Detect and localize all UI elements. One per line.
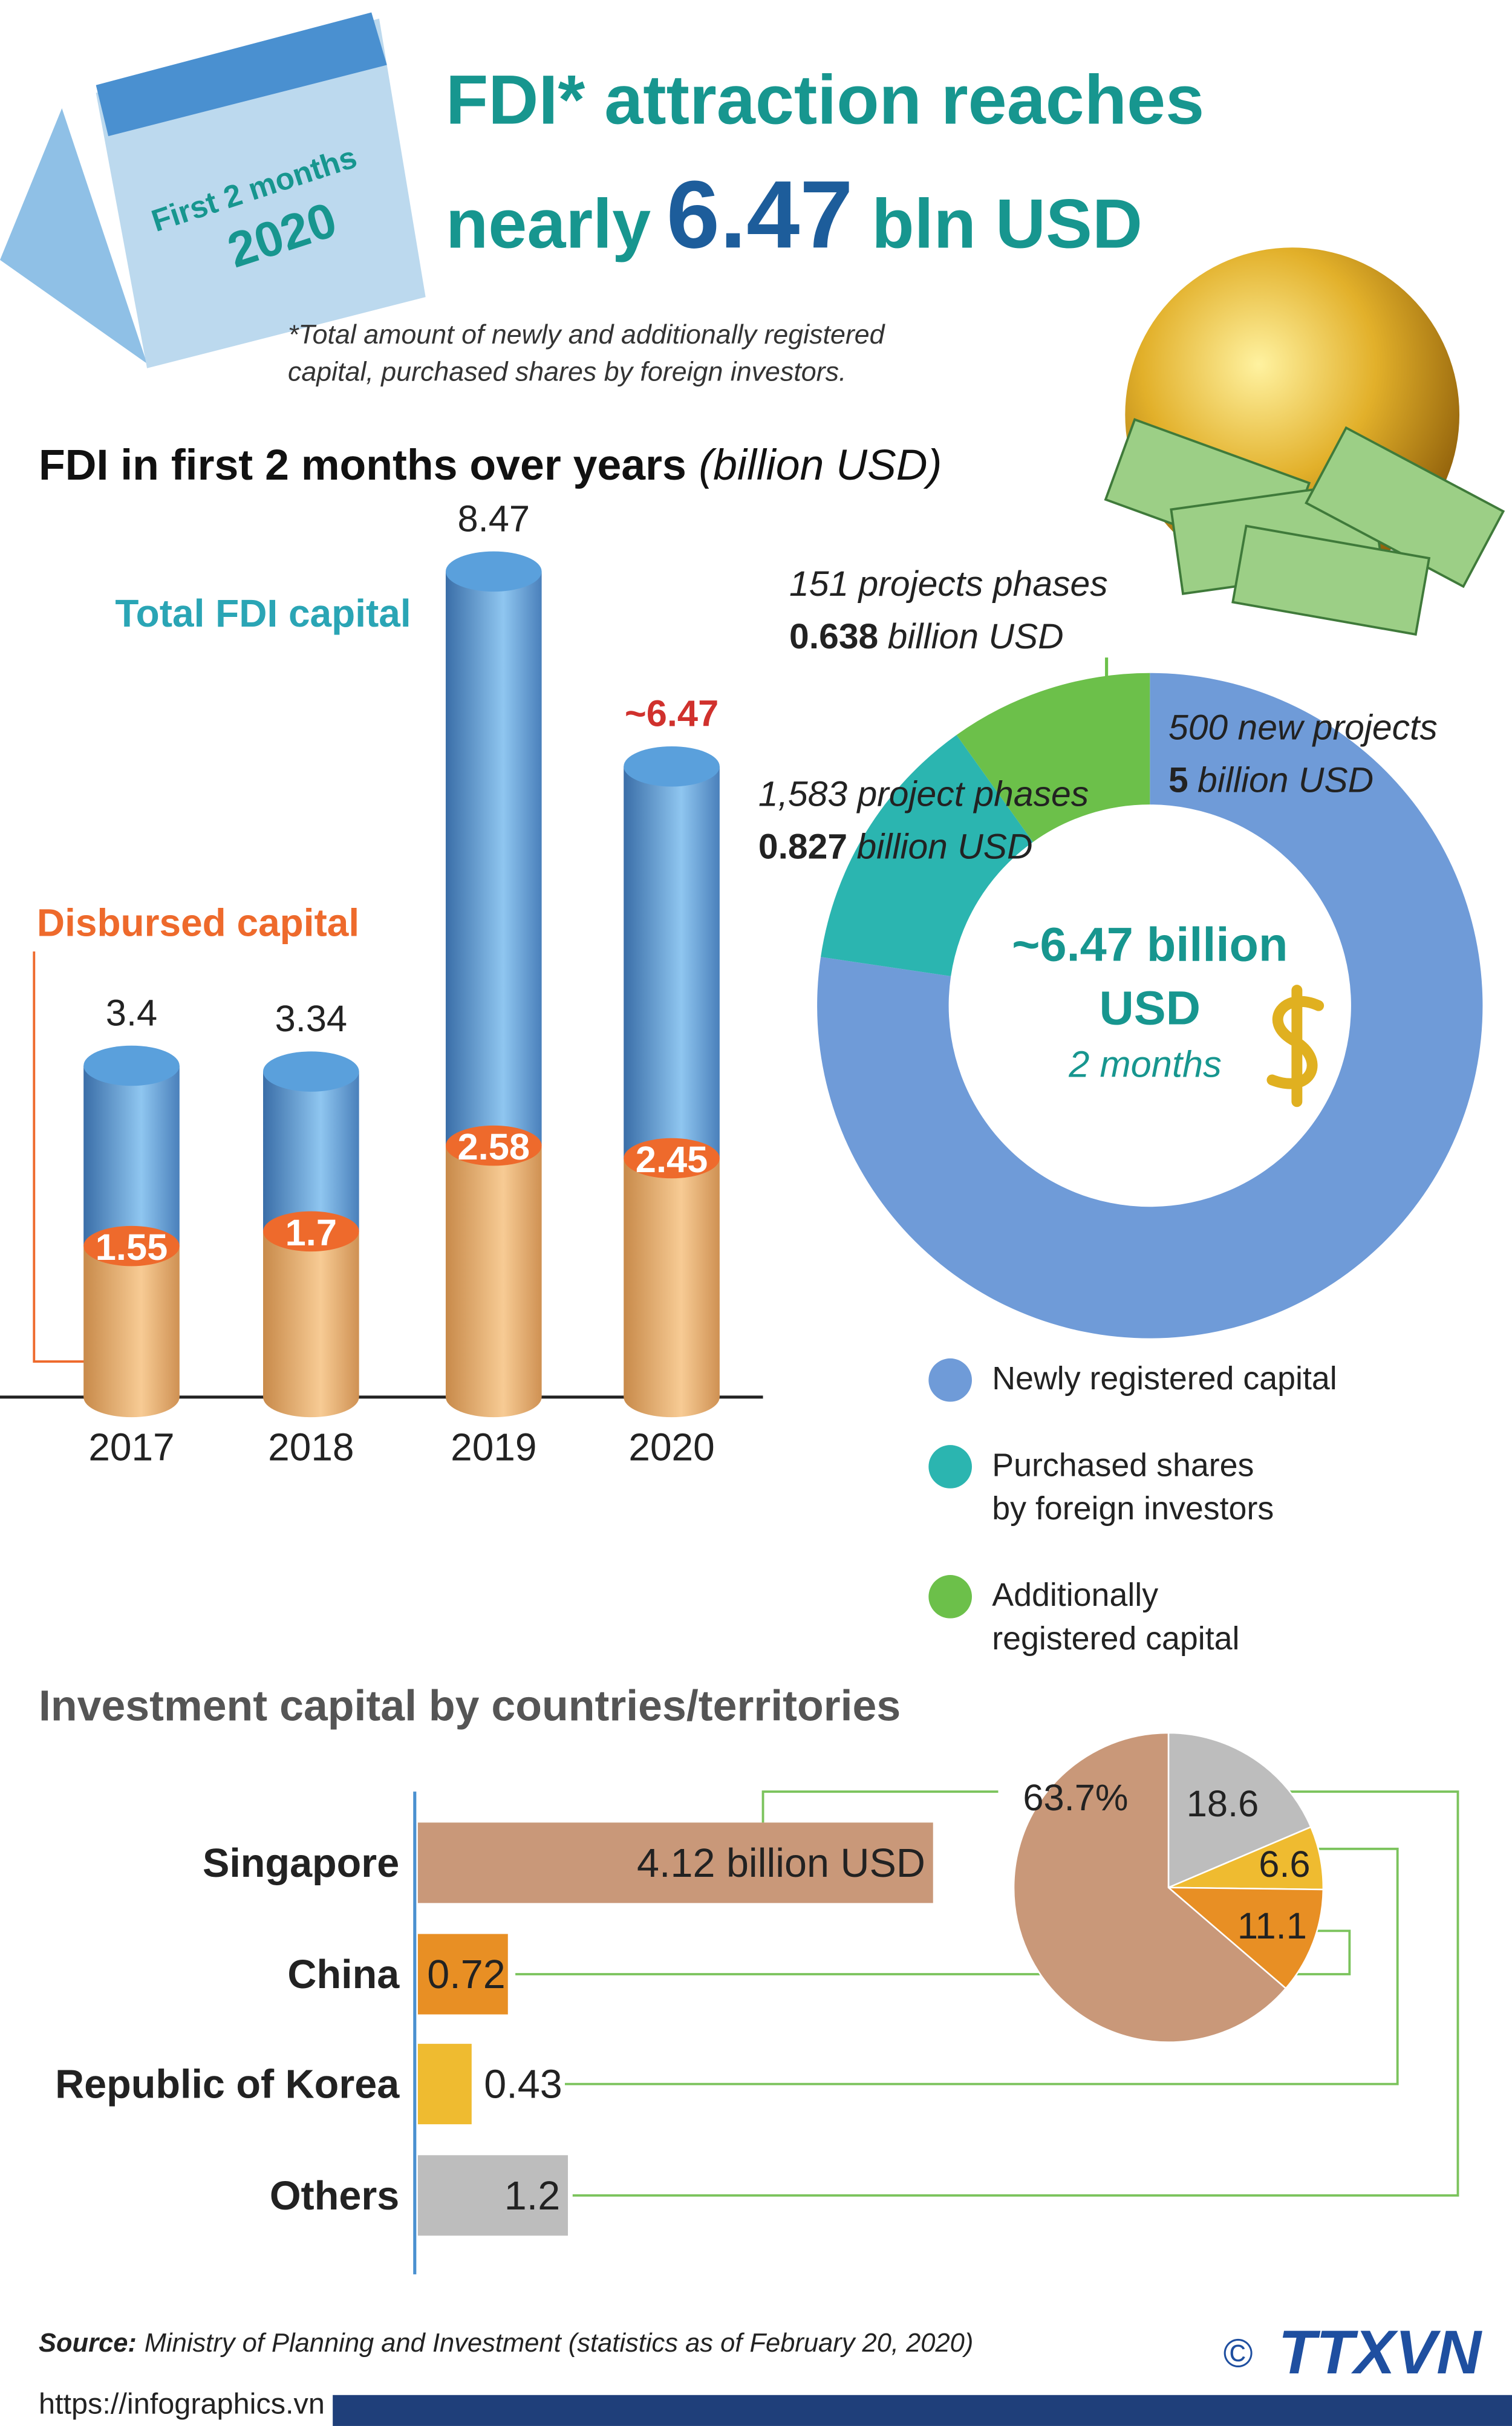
disbursed-bar [445, 1146, 542, 1397]
total-label: ~6.47 [625, 693, 719, 735]
source: Source: Ministry of Planning and Investme… [39, 2329, 973, 2358]
center-sublabel: 2 months [1068, 1043, 1222, 1085]
money [1104, 418, 1505, 636]
title-line: nearly 6.47 bln USD [446, 160, 1142, 268]
slice-value: 5 billion USD [1168, 761, 1374, 800]
chart-title: FDI in first 2 months over years (billion… [39, 441, 942, 489]
copyright: © [1224, 2332, 1253, 2376]
slice-value: 0.827 billion USD [758, 827, 1033, 867]
disbursed-label: 2.45 [636, 1139, 708, 1181]
pie-slice [1167, 1732, 1312, 1889]
total-label: 3.34 [275, 998, 348, 1040]
calendar-flap [0, 108, 148, 364]
total-label: 8.47 [458, 498, 530, 540]
pie-slice [1012, 1732, 1287, 2043]
title-number: 6.47 [666, 160, 853, 268]
unit: billion USD [856, 827, 1032, 867]
slice-detail: 500 new projects [1168, 708, 1438, 748]
bar [417, 2155, 569, 2236]
disbursed-bar [263, 1231, 359, 1397]
slice-label: 63.7% [1023, 1777, 1128, 1819]
legend-swatch [928, 1575, 972, 1619]
disbursed-label: 1.7 [285, 1212, 337, 1254]
legend-label: Disbursed capital [37, 901, 359, 945]
legend-swatch [928, 1445, 972, 1489]
disbursed-label: 1.55 [96, 1227, 168, 1268]
total-bar [445, 571, 542, 1146]
value: 0.827 [758, 827, 847, 867]
calendar-top [96, 12, 387, 137]
disbursed-bar [83, 1246, 180, 1397]
donut-slice [821, 735, 1033, 976]
bracket [33, 951, 96, 1363]
total-cap [624, 746, 720, 787]
slice-label: 18.6 [1187, 1783, 1259, 1825]
legend-label: Total FDI capital [115, 592, 411, 635]
slice-detail: 151 projects phases [789, 564, 1108, 604]
x-tick-label: 2019 [451, 1426, 536, 1469]
total-label: 3.4 [106, 992, 157, 1034]
donut-slice [956, 673, 1150, 843]
category-label: Others [270, 2174, 399, 2219]
url: https://infographics.vn [39, 2387, 325, 2420]
disbursed-label: 2.58 [458, 1126, 530, 1168]
footnote: *Total amount of newly and additionally … [287, 318, 885, 387]
unit: billion USD [888, 617, 1064, 656]
connectors [515, 1790, 1459, 2197]
legend-swatch [928, 1358, 972, 1402]
legend-label: Purchased shares by foreign investors [992, 1448, 1274, 1527]
value-label: 0.43 [484, 2062, 562, 2107]
legend-label: Newly registered capital [992, 1361, 1337, 1397]
total-bar [624, 766, 720, 1159]
title-suffix: bln USD [872, 185, 1142, 262]
title: FDI in first 2 months over years [39, 441, 686, 489]
logo: TTXVN [1279, 2317, 1483, 2387]
bar [417, 1934, 508, 2015]
slice-value: 0.638 billion USD [789, 617, 1064, 656]
total-bar [83, 1065, 180, 1247]
value: 5 [1168, 761, 1188, 800]
category-label: Republic of Korea [55, 2062, 400, 2107]
total-cap [83, 1045, 180, 1086]
value-label: 1.2 [504, 2174, 560, 2219]
x-tick-label: 2018 [268, 1426, 354, 1469]
unit: billion USD [1198, 761, 1374, 800]
source-text: Ministry of Planning and Investment (sta… [145, 2329, 974, 2358]
center-label: ~6.47 billion USD [1012, 917, 1288, 1035]
title: FDI* attraction reaches [446, 62, 1204, 139]
disbursed-cap [624, 1138, 720, 1179]
value-label: 0.72 [427, 1952, 505, 1997]
pie-slice [1166, 1886, 1325, 1990]
title-prefix: nearly [446, 185, 651, 262]
disbursed-cap [263, 1211, 359, 1252]
total-bar [263, 1071, 359, 1231]
value: 0.638 [789, 617, 878, 656]
total-cap [263, 1051, 359, 1092]
bar [417, 1822, 933, 1903]
bar [417, 2044, 472, 2125]
legend-label: Additionally registered capital [992, 1578, 1240, 1657]
chart-title: Investment capital by countries/territor… [39, 1682, 901, 1730]
donut-slice [817, 673, 1483, 1339]
disbursed-bar [624, 1158, 720, 1397]
disbursed-cap [445, 1125, 542, 1166]
slice-label: 11.1 [1237, 1905, 1307, 1947]
agency: Vietnam News Agency [1323, 2378, 1462, 2393]
slice-detail: 1,583 project phases [758, 775, 1089, 814]
dollar-icon [1266, 985, 1325, 1107]
subtitle: (billion USD) [699, 441, 942, 489]
disbursed-cap [83, 1225, 180, 1267]
footer-band [333, 2395, 1512, 2426]
x-tick-label: 2020 [628, 1426, 714, 1469]
slice-label: 6.6 [1259, 1844, 1310, 1885]
source-label: Source: [39, 2329, 137, 2358]
category-label: Singapore [203, 1841, 399, 1886]
value-label: 4.12 billion USD [637, 1841, 925, 1886]
total-cap [445, 551, 542, 592]
category-label: China [287, 1952, 400, 1997]
x-tick-label: 2017 [88, 1426, 174, 1469]
